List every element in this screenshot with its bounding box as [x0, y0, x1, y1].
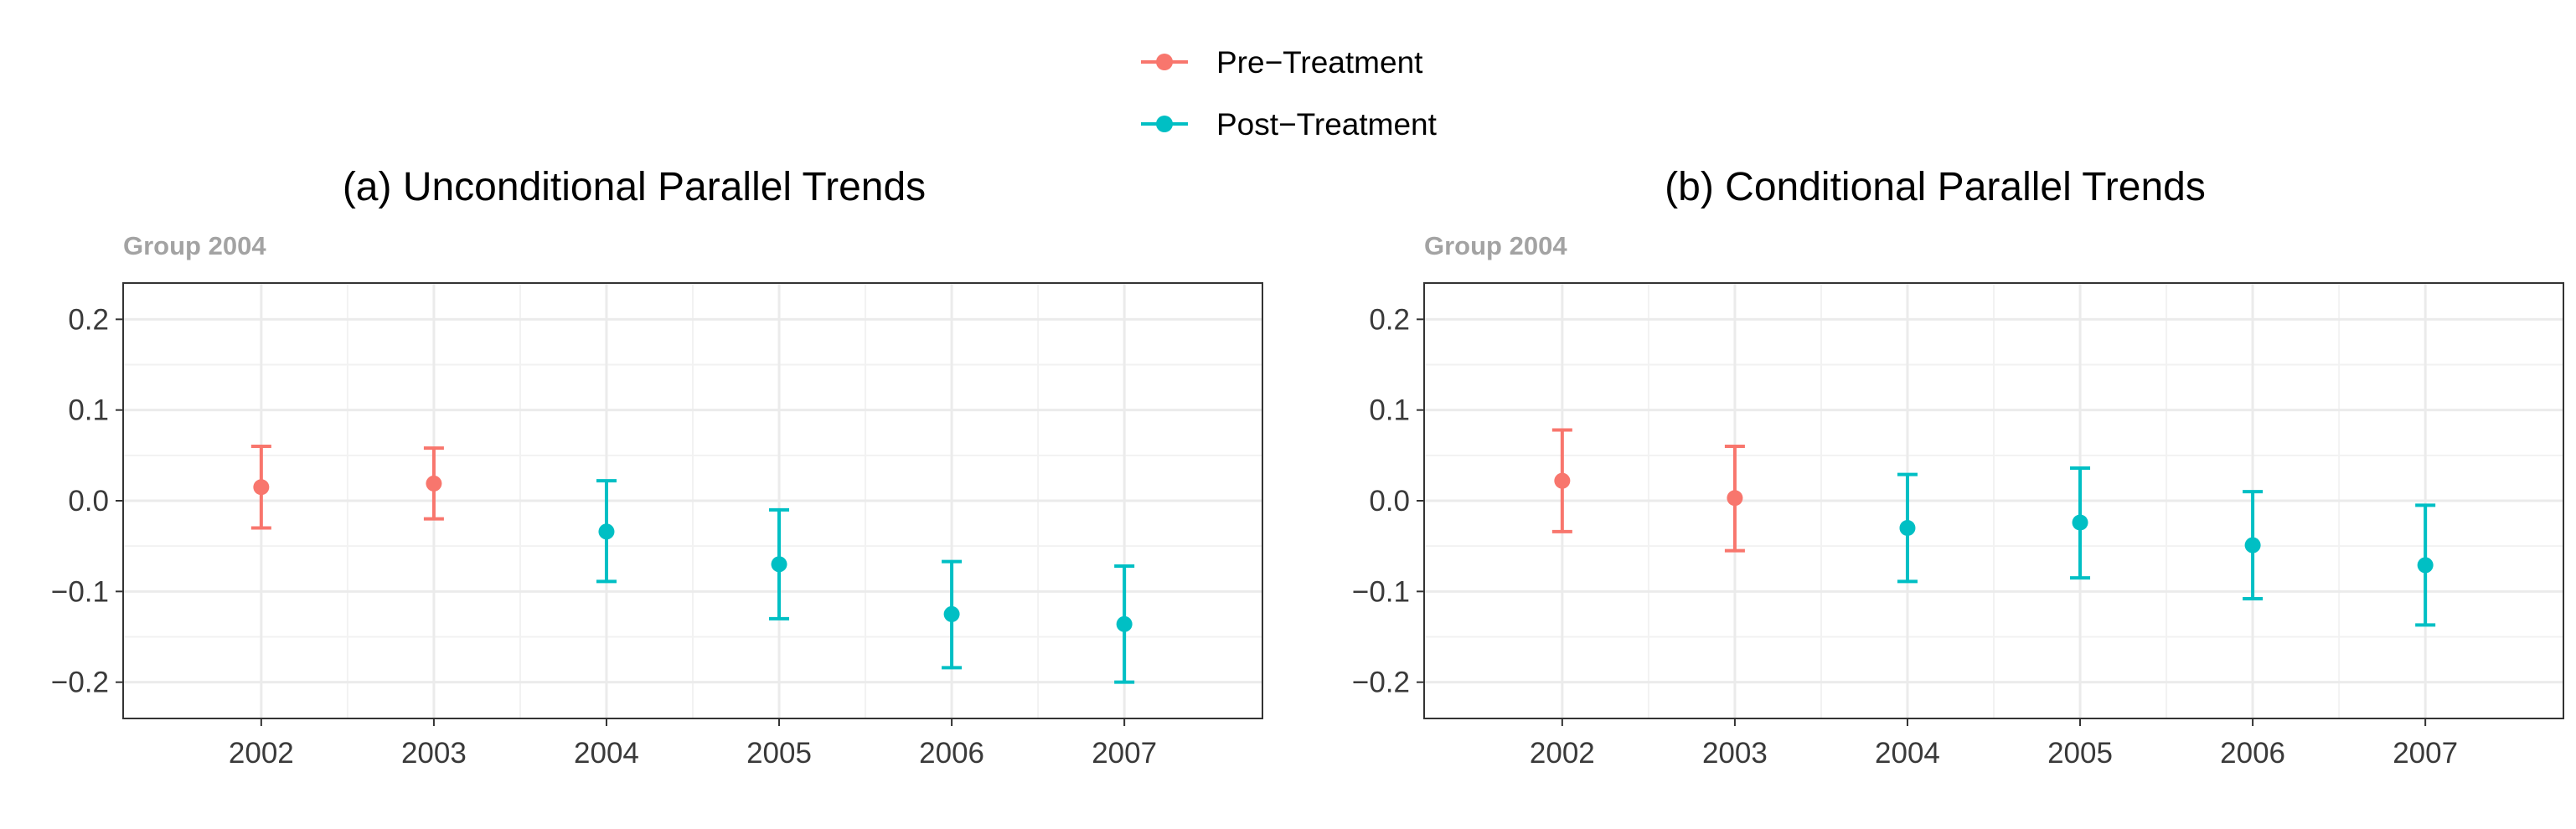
- data-point: [426, 475, 442, 492]
- data-point: [2417, 557, 2434, 574]
- legend-entry-post-treatment: Post−Treatment: [1141, 107, 1438, 142]
- x-tick-label: 2004: [1875, 737, 1940, 770]
- y-tick-label: −0.1: [1352, 575, 1410, 608]
- y-tick-label: 0.2: [68, 303, 109, 336]
- y-tick-label: −0.2: [51, 667, 109, 699]
- data-point: [598, 523, 615, 540]
- x-tick-label: 2005: [2047, 737, 2113, 770]
- panel-b-title: (b) Conditional Parallel Trends: [1665, 165, 2206, 209]
- data-point: [2244, 537, 2261, 554]
- panel-b: (b) Conditional Parallel Trends Group 20…: [1352, 165, 2564, 770]
- y-tick-label: 0.2: [1369, 303, 1410, 336]
- y-tick-label: 0.1: [1369, 394, 1410, 427]
- x-tick-label: 2007: [2393, 737, 2458, 770]
- y-tick-label: 0.0: [1369, 485, 1410, 517]
- legend: Pre−Treatment Post−Treatment: [1141, 45, 1438, 142]
- data-point: [1554, 472, 1571, 489]
- panel-a-strip-label: Group 2004: [123, 231, 266, 260]
- y-tick-label: 0.1: [68, 394, 109, 427]
- data-point: [943, 605, 960, 622]
- legend-key-point-pre: [1156, 54, 1173, 70]
- x-tick-label: 2005: [746, 737, 812, 770]
- panel-a-ticks: 0.2 0.1 0.0 −0.1 −0.2 2002 2003 2004 2005 2006 200…: [51, 303, 1157, 770]
- panel-a-points: [253, 475, 1133, 632]
- data-point: [1727, 490, 1743, 507]
- legend-entry-pre-treatment: Pre−Treatment: [1141, 45, 1423, 80]
- x-tick-label: 2007: [1092, 737, 1157, 770]
- x-tick-label: 2002: [1530, 737, 1595, 770]
- panel-a-grid: [123, 283, 1262, 718]
- panel-a-border: [122, 282, 1263, 719]
- legend-label-post-treatment: Post−Treatment: [1216, 107, 1438, 142]
- y-tick-label: 0.0: [68, 485, 109, 517]
- x-tick-label: 2003: [401, 737, 467, 770]
- x-tick-label: 2002: [229, 737, 294, 770]
- data-point: [1899, 520, 1916, 536]
- panel-b-points: [1554, 472, 2434, 574]
- x-tick-label: 2003: [1702, 737, 1768, 770]
- legend-key-point-post: [1156, 116, 1173, 132]
- data-point: [2072, 514, 2088, 531]
- panel-b-ticks: 0.2 0.1 0.0 −0.1 −0.2 2002 2003 2004 2005 2006 200…: [1352, 303, 2458, 770]
- x-tick-label: 2006: [2220, 737, 2285, 770]
- y-tick-label: −0.1: [51, 575, 109, 608]
- data-point: [1116, 615, 1133, 632]
- legend-label-pre-treatment: Pre−Treatment: [1216, 45, 1423, 80]
- x-tick-label: 2004: [574, 737, 639, 770]
- panel-a-title: (a) Unconditional Parallel Trends: [343, 165, 926, 209]
- panel-b-border: [1423, 282, 2564, 719]
- panel-b-grid: [1424, 283, 2563, 718]
- y-tick-label: −0.2: [1352, 667, 1410, 699]
- panel-a: (a) Unconditional Parallel Trends Group …: [51, 165, 1263, 770]
- panel-b-strip-label: Group 2004: [1424, 231, 1567, 260]
- data-point: [253, 479, 270, 496]
- data-point: [771, 556, 787, 573]
- x-tick-label: 2006: [919, 737, 984, 770]
